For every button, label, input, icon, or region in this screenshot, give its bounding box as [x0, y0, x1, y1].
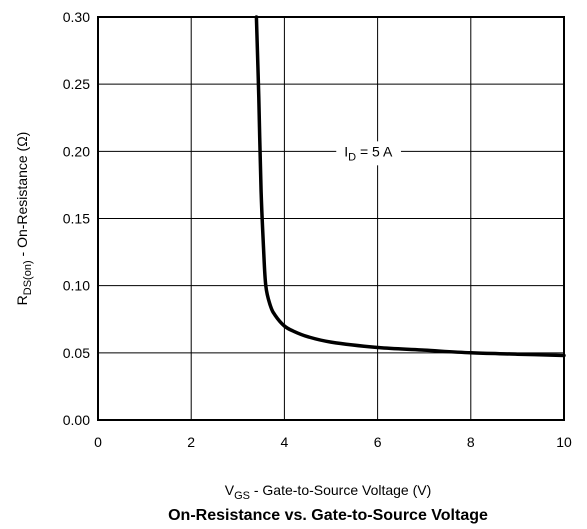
y-axis-ticks: 0.00 0.05 0.10 0.15 0.20 0.25 0.30	[63, 9, 90, 428]
x-axis-ticks: 0 2 4 6 8 10	[94, 434, 572, 450]
chart-title: On-Resistance vs. Gate-to-Source Voltage	[168, 507, 488, 524]
series-line	[254, 15, 566, 358]
annotation-sub: D	[348, 151, 356, 163]
y-axis-title-main: R	[14, 295, 30, 305]
y-tick-label: 0.10	[63, 278, 90, 294]
annotation-rest: = 5 A	[356, 143, 393, 159]
x-tick-label: 0	[94, 434, 102, 450]
plot-frame	[97, 16, 565, 421]
x-tick-label: 8	[467, 434, 475, 450]
annotation-main: I	[344, 143, 348, 159]
y-tick-label: 0.30	[63, 9, 90, 25]
y-tick-label: 0.15	[63, 211, 90, 227]
x-axis-title-rest: - Gate-to-Source Voltage (V)	[250, 482, 431, 498]
y-axis-title: RDS(on) - On-Resistance (Ω)	[14, 132, 34, 306]
x-tick-label: 10	[556, 434, 572, 450]
x-axis-title-sub: GS	[234, 490, 250, 502]
annotation-background	[336, 141, 401, 166]
y-tick-label: 0.20	[63, 143, 90, 159]
y-axis-title-rest: - On-Resistance (Ω)	[14, 132, 30, 261]
x-tick-label: 6	[374, 434, 382, 450]
y-axis-title-sub: DS(on)	[22, 260, 34, 295]
y-tick-label: 0.25	[63, 76, 90, 92]
annotation-text: ID = 5 A	[344, 143, 393, 163]
y-tick-label: 0.05	[63, 345, 90, 361]
grid	[97, 16, 565, 421]
curve-annotation: ID = 5 A	[336, 141, 401, 166]
x-tick-label: 4	[281, 434, 289, 450]
x-axis-title: VGS - Gate-to-Source Voltage (V)	[225, 482, 432, 502]
x-tick-label: 2	[187, 434, 195, 450]
series	[254, 15, 566, 358]
x-axis-title-main: V	[225, 482, 235, 498]
y-tick-label: 0.00	[63, 412, 90, 428]
